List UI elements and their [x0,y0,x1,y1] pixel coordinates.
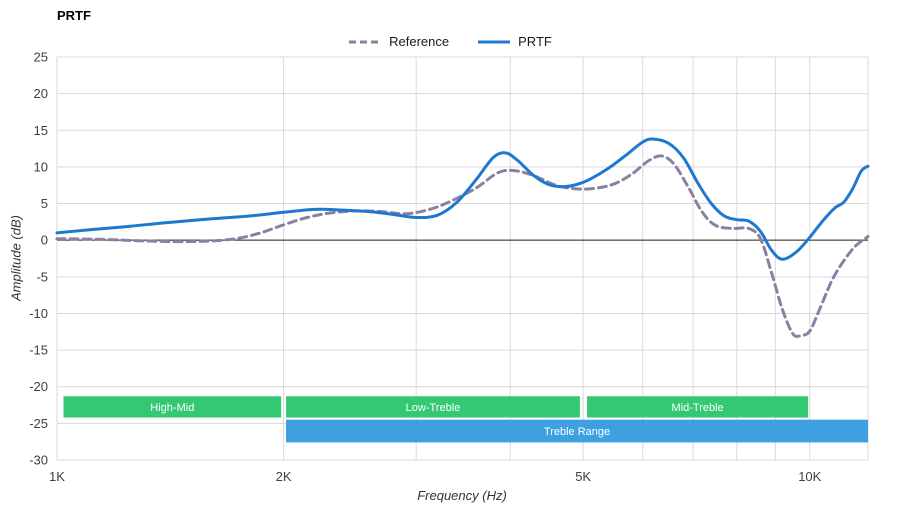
band-low-treble [286,396,580,418]
y-tick-label: 10 [34,159,48,174]
legend-item-prtf[interactable]: PRTF [477,34,552,49]
x-tick-label: 10K [798,469,821,484]
x-tick-label: 1K [49,469,65,484]
y-tick-label: -5 [36,269,48,284]
series-line-reference [55,154,870,338]
y-tick-label: 0 [41,233,48,248]
x-tick-label: 2K [276,469,292,484]
chart-title: PRTF [57,8,91,23]
reference-line-swatch [349,40,382,43]
y-tick-label: -30 [29,453,48,468]
y-tick-label: -25 [29,416,48,431]
band-label: High-Mid [150,402,194,414]
y-tick-label: -10 [29,306,48,321]
legend-label-prtf: PRTF [518,34,552,49]
y-tick-label: 5 [41,196,48,211]
y-tick-label: 15 [34,123,48,138]
legend: Reference PRTF [0,34,900,49]
prtf-line-swatch [478,40,511,43]
y-tick-label: -20 [29,379,48,394]
y-tick-label: 25 [34,50,48,65]
y-tick-label: -15 [29,343,48,358]
legend-item-reference[interactable]: Reference [348,34,449,49]
band-label: Low-Treble [406,402,461,414]
y-tick-label: 20 [34,86,48,101]
y-axis-title: Amplitude (dB) [8,215,24,301]
band-label: Treble Range [544,426,610,438]
band-treble-range [286,419,868,443]
x-tick-label: 5K [575,469,591,484]
band-label: Mid-Treble [672,402,724,414]
legend-label-reference: Reference [389,34,450,49]
x-axis-title: Frequency (Hz) [417,488,507,503]
band-high-mid [63,396,282,418]
band-mid-treble [587,396,809,418]
series-line-prtf [55,137,870,261]
